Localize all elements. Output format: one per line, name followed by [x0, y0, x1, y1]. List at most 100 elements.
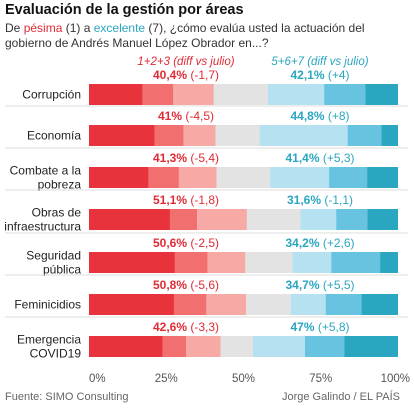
bar-segment: [89, 252, 175, 273]
low-summary-label-value: 41,3%: [153, 151, 187, 165]
bar-segment: [292, 252, 332, 273]
low-summary-label-value: 50,6%: [153, 236, 187, 250]
low-summary-label-value: 41%: [158, 109, 182, 123]
low-summary-label-value: 42,6%: [153, 320, 187, 334]
bar-segment: [365, 84, 398, 105]
bar-segment: [304, 336, 345, 357]
category-label: Combate a la: [10, 164, 82, 178]
bar-segment: [154, 125, 184, 146]
high-summary-label-value: 34,2%: [285, 236, 319, 250]
low-summary-label-diff: (-5,6): [187, 278, 219, 292]
x-tick-label: 25%: [155, 373, 178, 385]
bar-segment: [183, 125, 216, 146]
subtitle-high-word: excelente: [93, 21, 146, 35]
high-summary-label: 41,4% (+5,3): [285, 151, 354, 165]
bar-segment: [173, 294, 207, 315]
x-tick-label: 0%: [89, 373, 106, 385]
low-summary-label-value: 40,4%: [153, 68, 187, 82]
bar-segment: [252, 336, 305, 357]
bar-segment: [215, 125, 260, 146]
footer-credit: Jorge Galindo / EL PAÍS: [281, 391, 400, 403]
bar-segment: [245, 252, 293, 273]
bar-segment: [290, 294, 326, 315]
bar-segment: [207, 252, 246, 273]
high-summary-label-value: 44,8%: [290, 109, 324, 123]
bar-segment: [246, 209, 301, 230]
low-summary-label: 51,1% (-1,8): [153, 193, 219, 207]
low-summary-label-diff: (-4,5): [182, 109, 214, 123]
bar-segment: [267, 84, 325, 105]
x-tick-label: 100%: [381, 373, 410, 385]
bar-segment: [173, 84, 214, 105]
bar-segment: [162, 336, 187, 357]
bar-segment: [178, 167, 217, 188]
bar-segment: [206, 294, 246, 315]
low-summary-label: 50,6% (-2,5): [153, 236, 219, 250]
low-summary-label-value: 50,8%: [153, 278, 187, 292]
high-summary-label: 42,1% (+4): [290, 68, 349, 82]
bar-segment: [245, 294, 291, 315]
x-tick-label: 75%: [309, 373, 332, 385]
high-summary-label-value: 47%: [290, 320, 314, 334]
low-summary-label: 41% (-4,5): [158, 109, 214, 123]
bar-segment: [89, 336, 163, 357]
low-summary-label-value: 51,1%: [153, 193, 187, 207]
chart-subtitle: De pésima (1) a excelente (7), ¿cómo eva…: [5, 21, 410, 51]
bar-segment: [331, 252, 381, 273]
low-summary-label: 40,4% (-1,7): [153, 68, 219, 82]
bar-segment: [186, 336, 221, 357]
bar-segment: [347, 125, 382, 146]
subtitle-part1: De: [5, 21, 24, 35]
subtitle-part2: (1) a: [62, 21, 94, 35]
high-summary-label-diff: (+5,8): [315, 320, 350, 334]
category-label: pobreza: [38, 178, 82, 192]
bar-segment: [380, 252, 398, 273]
bar-segment: [216, 167, 271, 188]
subtitle-part3: (7), ¿cómo evalúa usted la actuación del…: [5, 21, 365, 50]
bar-segment: [197, 209, 247, 230]
high-summary-label-value: 41,4%: [285, 151, 319, 165]
bar-segment: [148, 167, 179, 188]
high-summary-label: 34,2% (+2,6): [285, 236, 354, 250]
high-summary-label-diff: (+5,3): [320, 151, 355, 165]
high-header: 5+6+7 (diff vs julio): [271, 56, 368, 68]
bar-segment: [89, 167, 149, 188]
low-summary-label: 42,6% (-3,3): [153, 320, 219, 334]
high-summary-label-diff: (+2,6): [320, 236, 355, 250]
bar-segment: [270, 167, 330, 188]
category-label: pública: [43, 263, 81, 277]
high-summary-label-value: 42,1%: [290, 68, 324, 82]
bar-segment: [89, 84, 143, 105]
bar-segment: [89, 125, 155, 146]
category-label: Emergencia: [17, 333, 81, 347]
low-summary-label: 50,8% (-5,6): [153, 278, 219, 292]
low-summary-label-diff: (-2,5): [187, 236, 219, 250]
chart-title: Evaluación de la gestión por áreas: [5, 2, 244, 18]
category-label: Feminicidios: [14, 298, 81, 312]
bar-segment: [324, 84, 366, 105]
high-summary-label-diff: (+5,5): [320, 278, 355, 292]
bar-segment: [169, 209, 198, 230]
high-summary-label-diff: (-1,1): [321, 193, 353, 207]
category-label: infraestructura: [4, 220, 81, 234]
low-summary-label: 41,3% (-5,4): [153, 151, 219, 165]
bar-segment: [367, 209, 398, 230]
bar-segment: [329, 167, 368, 188]
high-summary-label-diff: (+8): [325, 109, 350, 123]
bar-segment: [344, 336, 398, 357]
high-summary-label-diff: (+4): [325, 68, 350, 82]
category-label: Seguridad: [26, 249, 81, 263]
category-label: Obras de: [32, 206, 82, 220]
category-label: Corrupción: [22, 88, 81, 102]
bar-segment: [220, 336, 253, 357]
bar-segment: [259, 125, 348, 146]
low-summary-label-diff: (-1,8): [187, 193, 219, 207]
low-summary-label-diff: (-3,3): [187, 320, 219, 334]
category-label: COVID19: [30, 347, 82, 361]
bar-segment: [89, 209, 170, 230]
bar-segment: [325, 294, 362, 315]
high-summary-label: 44,8% (+8): [290, 109, 349, 123]
bar-segment: [142, 84, 174, 105]
high-summary-label-value: 34,7%: [285, 278, 319, 292]
